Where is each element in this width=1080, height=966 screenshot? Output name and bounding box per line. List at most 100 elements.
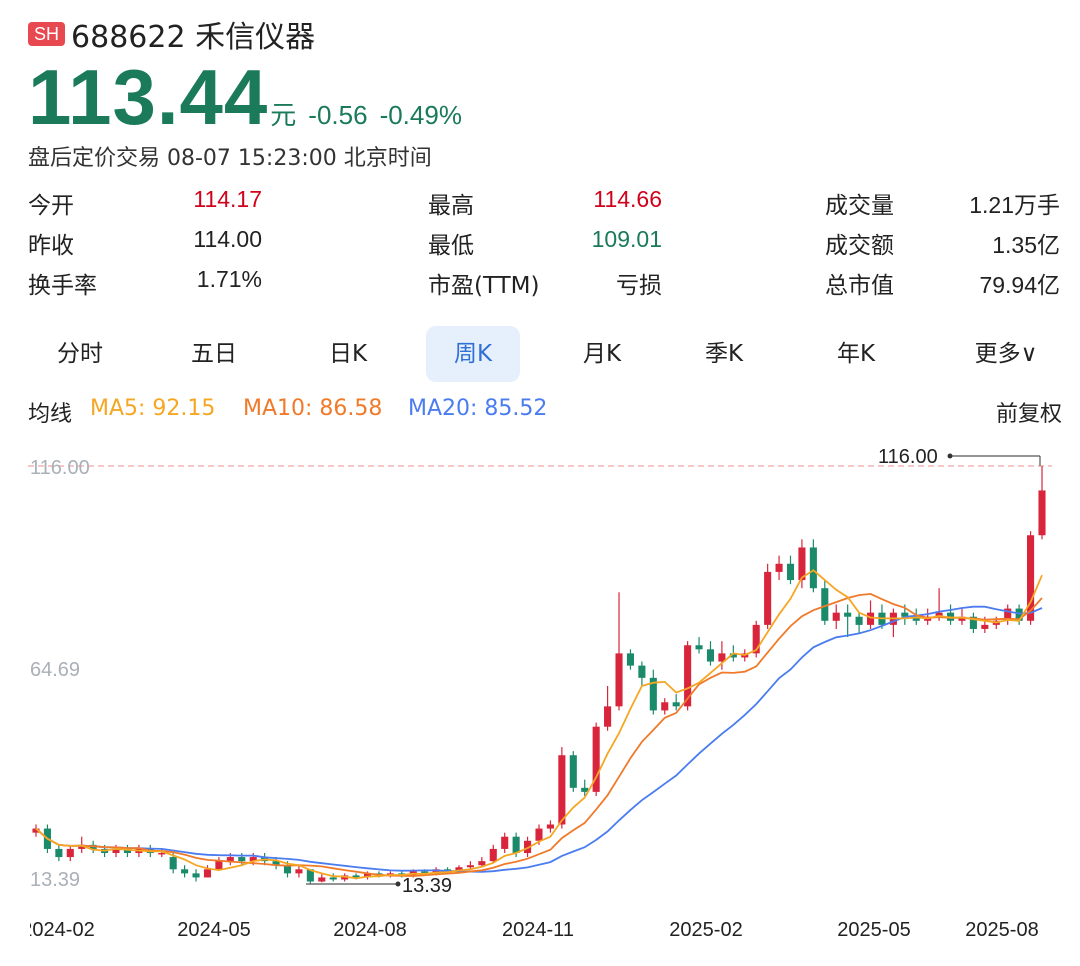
candle-body: [638, 665, 646, 678]
stat-value: 114.66: [593, 186, 662, 212]
candle-body: [844, 612, 852, 617]
candle-body: [295, 869, 303, 874]
candle-body: [112, 848, 120, 853]
candle-body: [855, 616, 863, 625]
stats-row: 换手率 1.71% 市盈(TTM) 亏损 总市值 79.94亿: [28, 266, 1060, 306]
candle-body: [524, 840, 532, 853]
candle-body: [363, 873, 372, 878]
candle-body: [455, 867, 463, 872]
price-row: 113.44 元 -0.56 -0.49%: [28, 52, 462, 143]
candle-body: [866, 612, 875, 625]
candle-body: [786, 563, 795, 581]
candle-body: [706, 649, 715, 662]
stock-title: 688622 禾信仪器: [71, 20, 316, 55]
price-adjust-toggle[interactable]: 前复权: [995, 402, 1062, 427]
x-tick: 2024-02: [21, 919, 94, 941]
candle-body: [32, 828, 40, 833]
candle-body: [604, 706, 612, 727]
candle-body: [203, 869, 212, 878]
ma5-value: MA5: 92.15: [90, 396, 216, 421]
candle-body: [1004, 608, 1012, 621]
y-tick-low: 13.39: [30, 869, 80, 891]
candle-body: [489, 848, 497, 862]
candle-body: [512, 836, 520, 853]
candle-body: [729, 653, 737, 658]
candle-body: [215, 861, 223, 870]
stat-label: 最高: [428, 193, 474, 219]
candle-body: [626, 653, 634, 666]
current-price: 113.44: [28, 53, 269, 141]
max-price-label: 116.00: [878, 446, 938, 468]
stat-value: 109.01: [591, 226, 662, 252]
x-tick: 2025-05: [837, 919, 910, 941]
candle-body: [832, 612, 840, 621]
candle-body: [821, 588, 829, 621]
stat-value: 1.21万手: [969, 192, 1060, 218]
candle-body: [695, 645, 703, 650]
candle-body: [158, 852, 166, 855]
ma20-value: MA20: 85.52: [408, 396, 548, 421]
stat-value: 114.17: [193, 186, 262, 212]
candle-body: [1015, 608, 1023, 621]
ma20-line: [35, 605, 1043, 873]
candle-body: [249, 857, 257, 862]
stats-row: 昨收 114.00 最低 109.01 成交额 1.35亿: [28, 226, 1060, 266]
stat-value: 亏损: [616, 272, 662, 298]
price-change-percent: -0.49%: [379, 100, 462, 130]
x-tick: 2025-02: [669, 919, 742, 941]
min-price-label: 13.39: [402, 875, 452, 897]
exchange-badge: SH: [28, 22, 66, 46]
candle-body: [1027, 535, 1035, 621]
tab-five-day[interactable]: 五日: [191, 341, 237, 367]
candlestick-chart[interactable]: 116.00 64.69 13.39 116.00 13.39 2024-02 …: [0, 440, 1080, 966]
candle-body: [546, 824, 554, 829]
stat-value: 114.00: [193, 226, 262, 252]
candle-body: [661, 702, 669, 711]
stat-label: 成交量: [825, 193, 894, 219]
candles-layer: [32, 466, 1046, 884]
candle-body: [501, 836, 509, 849]
candle-body: [615, 653, 623, 707]
stat-label: 成交额: [825, 233, 894, 259]
candle-body: [1038, 490, 1046, 536]
stat-label: 换手率: [28, 273, 97, 299]
candle-body: [558, 755, 566, 825]
candle-body: [238, 857, 246, 862]
candle-body: [352, 875, 360, 878]
tab-monthly-k[interactable]: 月K: [582, 341, 622, 367]
stat-label: 总市值: [825, 273, 894, 299]
candle-body: [169, 857, 177, 870]
stat-label: 最低: [428, 233, 474, 259]
stat-value: 1.71%: [196, 266, 262, 292]
candle-body: [981, 624, 989, 629]
trade-status-line: 盘后定价交易 08-07 15:23:00 北京时间: [28, 146, 432, 171]
candle-body: [752, 624, 760, 654]
stock-header: SH 688622 禾信仪器: [28, 12, 315, 56]
tab-quarterly-k[interactable]: 季K: [704, 341, 744, 367]
candle-body: [466, 865, 474, 868]
period-tabs: 分时 五日 日K 周K 月K 季K 年K 更多∨: [28, 326, 1064, 382]
ma10-line: [35, 592, 1043, 877]
candle-body: [535, 828, 543, 841]
max-marker-dot: [947, 453, 953, 459]
tab-weekly-k[interactable]: 周K: [426, 326, 520, 382]
candle-body: [775, 563, 783, 572]
ma-layer: [35, 569, 1043, 880]
candle-body: [55, 848, 63, 858]
candle-body: [592, 726, 600, 792]
tab-daily-k[interactable]: 日K: [328, 341, 368, 367]
candle-body: [478, 861, 486, 866]
tab-yearly-k[interactable]: 年K: [836, 341, 876, 367]
candle-body: [421, 871, 429, 874]
tab-more[interactable]: 更多∨: [974, 341, 1038, 367]
tab-intraday[interactable]: 分时: [57, 341, 103, 367]
candle-body: [78, 844, 86, 849]
candle-body: [432, 869, 440, 874]
x-tick: 2025-08: [965, 919, 1038, 941]
x-axis-left-mask: [0, 914, 30, 944]
y-tick-high: 116.00: [30, 457, 90, 479]
stat-value: 1.35亿: [992, 232, 1060, 258]
candle-body: [66, 848, 74, 858]
price-unit: 元: [270, 101, 297, 131]
